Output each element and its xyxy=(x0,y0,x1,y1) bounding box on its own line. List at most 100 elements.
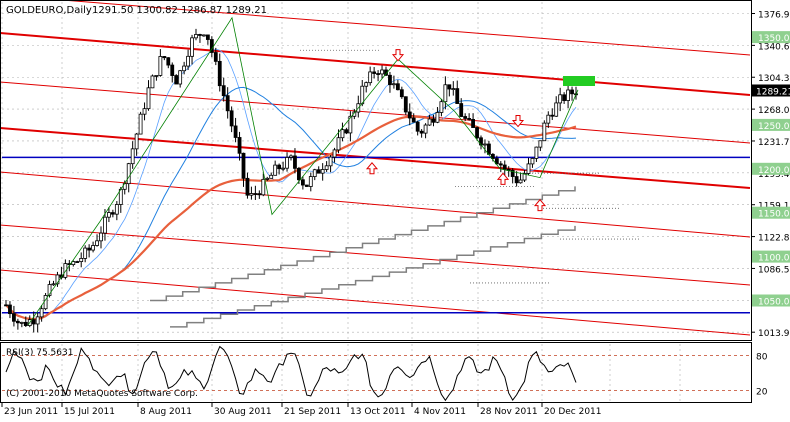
candle-body xyxy=(312,169,317,177)
candle-body xyxy=(39,308,44,318)
candle-body xyxy=(455,88,460,104)
time-tick-label: 28 Nov 2011 xyxy=(480,407,538,417)
candle-body xyxy=(103,216,107,234)
candle-body xyxy=(289,155,293,158)
candle-body xyxy=(269,174,274,179)
level-label-bg xyxy=(752,162,790,175)
candle-body xyxy=(205,34,210,40)
copyright-label: (C) 2001-2010 MetaQuotes Software Corp. xyxy=(6,389,198,399)
candle-body xyxy=(463,116,468,119)
candle-body xyxy=(150,75,155,89)
time-tick-label: 30 Aug 2011 xyxy=(214,407,272,417)
time-tick-label: 20 Dec 2011 xyxy=(544,407,602,417)
candle-body xyxy=(364,82,369,87)
candle-body xyxy=(253,193,258,195)
price-tick-label: 1304.30 xyxy=(758,74,790,84)
candle-body xyxy=(447,84,452,90)
price-tick-label: 1376.90 xyxy=(758,11,790,21)
candle-body xyxy=(174,75,179,85)
candle-body xyxy=(518,179,523,184)
candle-body xyxy=(415,121,420,132)
candle-body xyxy=(546,114,551,124)
candle-body xyxy=(281,167,285,170)
candle-body xyxy=(245,177,250,196)
candle-body xyxy=(324,165,329,170)
candle-body xyxy=(534,146,539,159)
candle-body xyxy=(217,60,222,87)
current-price-box xyxy=(752,84,790,97)
rsi-panel xyxy=(2,345,750,402)
candle-body xyxy=(316,169,321,174)
price-tick-label: 1231.70 xyxy=(758,138,790,148)
candle-body xyxy=(550,114,555,117)
candle-body xyxy=(273,164,278,176)
level-label: 1200.00 xyxy=(758,166,790,176)
candle-body xyxy=(55,274,60,285)
candle-body xyxy=(293,155,297,169)
candle-body xyxy=(91,245,95,251)
candle-body xyxy=(570,89,574,95)
price-tick-label: 1195.40 xyxy=(758,170,790,180)
candle-body xyxy=(403,96,408,113)
arrow-up-icon xyxy=(496,172,510,185)
candle-body xyxy=(483,143,487,146)
candle-body xyxy=(249,193,254,196)
candle-body xyxy=(407,111,412,119)
arrow-up-icon xyxy=(365,162,379,175)
candle-body xyxy=(166,57,171,66)
candle-body xyxy=(178,70,183,85)
candle-body xyxy=(332,149,337,158)
candle-body xyxy=(514,176,519,184)
signal-arrows xyxy=(365,49,547,212)
candle-body xyxy=(348,115,353,134)
candle-body xyxy=(130,148,135,165)
candle-body xyxy=(435,112,440,123)
time-tick-label: 8 Aug 2011 xyxy=(140,407,192,417)
candle-body xyxy=(380,69,384,75)
candle-body xyxy=(304,184,309,187)
regression-channels xyxy=(0,0,751,336)
candle-body xyxy=(213,52,218,62)
candle-body xyxy=(198,34,202,36)
candle-body xyxy=(79,258,84,262)
candle-body xyxy=(194,34,198,39)
candle-body xyxy=(368,71,373,84)
candle-body xyxy=(23,321,28,327)
candle-body xyxy=(63,263,68,278)
horizontal-levels xyxy=(2,49,750,314)
price-tick-label: 1086.50 xyxy=(758,265,790,275)
candle-body xyxy=(99,232,103,242)
candle-body xyxy=(277,164,282,170)
candle-body xyxy=(494,158,499,165)
candle-body xyxy=(202,34,206,37)
candle-body xyxy=(182,65,187,72)
candle-body xyxy=(530,158,535,165)
candle-body xyxy=(95,240,99,246)
candle-body xyxy=(237,137,242,154)
candle-body xyxy=(451,88,456,90)
channel-line xyxy=(56,0,751,56)
rsi-frame xyxy=(0,342,752,403)
candle-body xyxy=(431,118,436,123)
candle-body xyxy=(261,178,266,196)
candle-body xyxy=(467,118,472,120)
candle-body xyxy=(170,64,175,76)
candle-body xyxy=(71,261,76,265)
level-label: 1050.00 xyxy=(758,297,790,307)
step-line-upper xyxy=(150,186,576,302)
candle-body xyxy=(4,304,8,307)
candle-body xyxy=(265,177,270,180)
candle-body xyxy=(142,108,147,115)
candle-body xyxy=(372,71,377,74)
price-tick-label: 1340.60 xyxy=(758,42,790,52)
channel-line xyxy=(0,224,751,286)
rsi-scale: 80 20 xyxy=(756,353,768,398)
candle-body xyxy=(475,127,479,139)
candle-body xyxy=(19,321,24,324)
time-tick-label: 15 Jul 2011 xyxy=(64,407,115,417)
time-tick-label: 13 Oct 2011 xyxy=(350,407,406,417)
candle-body xyxy=(459,103,464,117)
candle-body xyxy=(490,153,495,159)
